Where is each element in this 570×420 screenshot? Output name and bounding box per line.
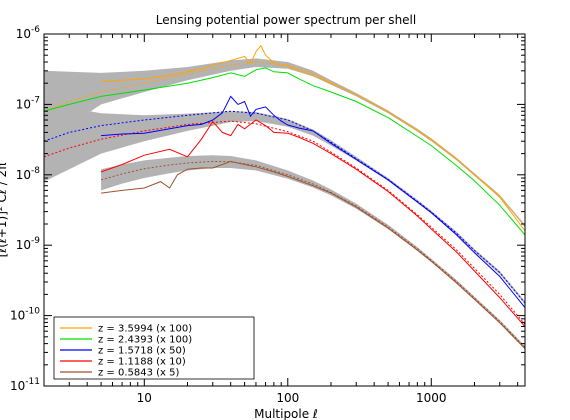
theory-lines [44,61,525,348]
chart-title: Lensing potential power spectrum per she… [156,13,416,27]
simulation-lines [44,44,525,349]
legend-label-series-5: z = 0.5843 (x 5) [98,368,180,379]
y-tick-label: 10-9 [16,236,41,252]
sim-line-series-4 [100,119,525,327]
legend-label-series-4: z = 1.1188 (x 10) [98,357,186,368]
y-tick-label: 10-11 [10,377,40,393]
uncertainty-bands [44,58,525,349]
band-series-1 [44,58,525,228]
x-tick-label: 100 [276,391,299,405]
x-axis: 10 100 1000 [43,34,519,405]
sim-line-series-2 [44,67,525,236]
y-tick-label: 10-7 [16,95,40,111]
sim-line-series-5 [101,160,525,349]
y-tick-label: 10-10 [10,307,40,323]
sim-line-series-3 [101,95,525,308]
x-axis-label: Multipole ℓ [254,407,318,420]
y-tick-label: 10-6 [16,25,41,41]
legend-label-series-1: z = 3.5994 (x 100) [98,324,192,335]
x-tick-label: 10 [137,391,152,405]
y-axis-label: [ℓ(ℓ+1)]² Cℓ / 2π [0,163,9,258]
legend-label-series-3: z = 1.5718 (x 50) [98,346,186,357]
legend: z = 3.5994 (x 100)z = 2.4393 (x 100)z = … [53,316,255,380]
band-series-5 [101,155,525,349]
y-axis: 10-11 10-10 10-9 10-8 10-7 10-6 [10,25,525,393]
band-series-3 [44,104,525,305]
sim-line-series-1 [101,44,525,232]
x-tick-label: 1000 [416,391,447,405]
legend-label-series-2: z = 2.4393 (x 100) [98,335,192,346]
y-tick-label: 10-8 [16,166,41,182]
plot-frame [43,33,526,387]
theory-line-series-5 [100,160,525,348]
theory-line-series-4 [44,120,525,325]
legend-box [53,316,255,380]
